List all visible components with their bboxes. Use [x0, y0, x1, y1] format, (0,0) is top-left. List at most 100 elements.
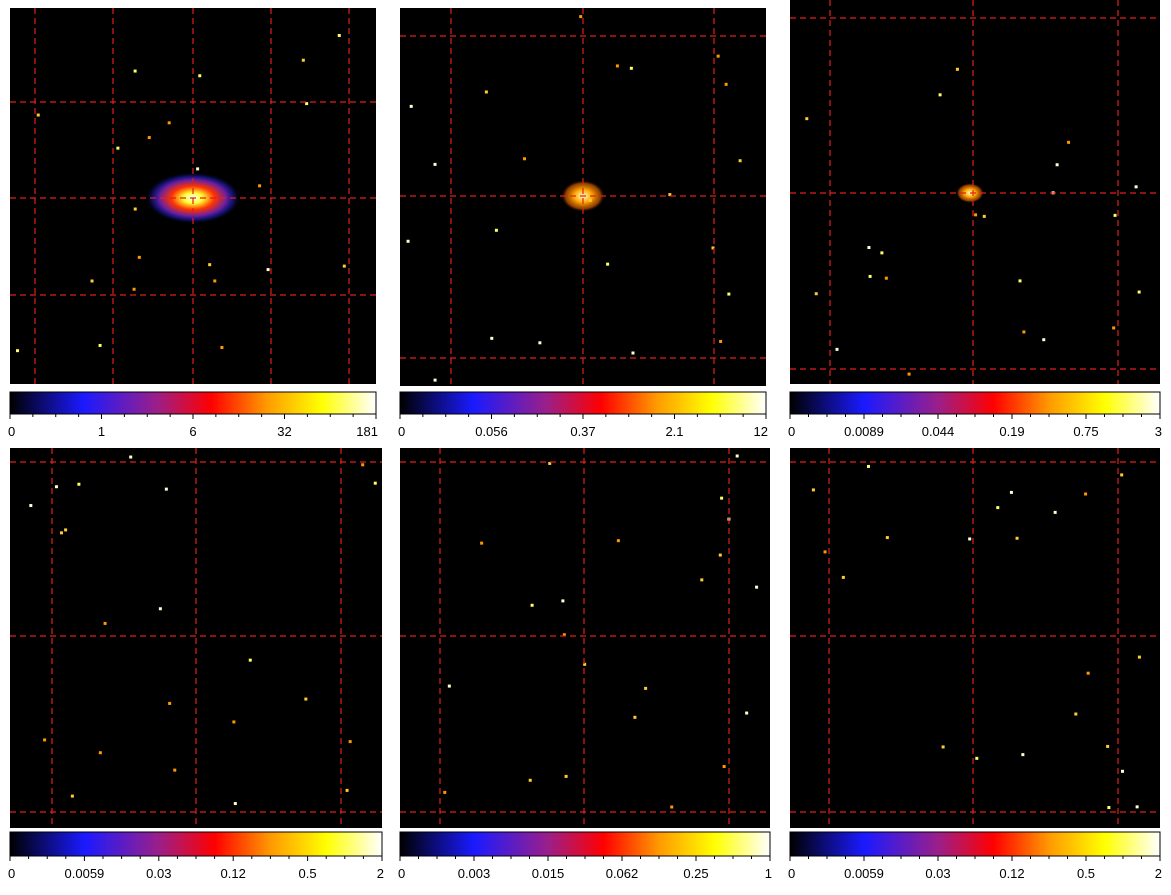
pixel [258, 184, 262, 188]
pixel [724, 82, 728, 86]
pixel [43, 738, 47, 742]
colorbar-label: 0.056 [475, 424, 508, 439]
pixel [941, 745, 945, 749]
pixel [164, 487, 168, 491]
pixel [885, 536, 889, 540]
pixel [1120, 473, 1124, 477]
colorbar-label: 0.003 [458, 866, 491, 881]
pixel [644, 686, 648, 690]
pixel [373, 481, 377, 485]
pixel [70, 794, 74, 798]
pixel [823, 550, 827, 554]
pixel [133, 207, 137, 211]
colorbar-label: 12 [754, 424, 768, 439]
pixel [579, 15, 583, 19]
pixel [1107, 806, 1111, 810]
colorbar-label: 32 [277, 424, 291, 439]
pixel [480, 541, 484, 545]
pixel [700, 578, 704, 582]
pixel [1106, 744, 1110, 748]
pixel [147, 136, 151, 140]
pixel [968, 537, 972, 541]
pixel [974, 213, 978, 217]
pixel [342, 264, 346, 268]
pixel [835, 347, 839, 351]
pixel [129, 455, 133, 459]
pixel [841, 575, 845, 579]
pixel [133, 69, 137, 73]
colorbar-label: 2 [377, 866, 384, 881]
pixel [633, 715, 637, 719]
pixel [248, 658, 252, 662]
pixel [738, 159, 742, 163]
pixel [337, 33, 341, 37]
pixel [348, 740, 352, 744]
pixel [938, 93, 942, 97]
pixel [1113, 213, 1117, 217]
pixel [564, 774, 568, 778]
colorbar-label: 0.5 [1077, 866, 1095, 881]
pixel [64, 528, 68, 532]
pixel [54, 485, 58, 489]
pixel [345, 788, 349, 792]
pixel [975, 756, 979, 760]
pixel [720, 496, 724, 500]
colorbar-label: 0 [398, 866, 405, 881]
pixel [588, 198, 592, 202]
pixel [755, 585, 759, 589]
pixel [1137, 290, 1141, 294]
panel: 0 0.0059 0.03 0.12 0.5 2 [788, 448, 1162, 881]
pixel [718, 553, 722, 557]
pixel [1074, 712, 1078, 716]
colorbar [399, 391, 767, 415]
pixel [868, 274, 872, 278]
pixel [982, 214, 986, 218]
colorbar-label: 0.12 [221, 866, 246, 881]
pixel [1135, 805, 1139, 809]
pixel [77, 482, 81, 486]
panel: 0 0.003 0.015 0.062 0.25 1 [398, 448, 772, 881]
image [400, 448, 770, 828]
pixel [233, 802, 237, 806]
pixel [1067, 140, 1071, 144]
pixel [907, 372, 911, 376]
colorbar-label: 0 [398, 424, 405, 439]
pixel [173, 768, 177, 772]
pixel [719, 339, 723, 343]
pixel [98, 751, 102, 755]
pixel [735, 454, 739, 458]
colorbar-label: 0.19 [999, 424, 1024, 439]
colorbar-label: 0.12 [999, 866, 1024, 881]
pixel [116, 146, 120, 150]
pixel [562, 633, 566, 637]
pixel [1022, 330, 1026, 334]
pixel [301, 58, 305, 62]
pixel [722, 765, 726, 769]
colorbar-label: 0 [8, 424, 15, 439]
pixel [1021, 753, 1025, 757]
colorbar-label: 2.1 [665, 424, 683, 439]
pixel [494, 228, 498, 232]
colorbar-label: 6 [189, 424, 196, 439]
pixel [232, 720, 236, 724]
pixel [561, 599, 565, 603]
pixel [668, 193, 672, 197]
colorbar-label: 0.37 [570, 424, 595, 439]
colorbar-label: 0 [788, 424, 795, 439]
pixel [16, 349, 20, 353]
panel: 0 0.0059 0.03 0.12 0.5 2 [8, 448, 384, 881]
pixel [866, 464, 870, 468]
pixel [90, 279, 94, 283]
colorbar-label: 2 [1155, 866, 1162, 881]
colorbar-label: 0.015 [532, 866, 565, 881]
pixel [484, 90, 488, 94]
pixel [304, 697, 308, 701]
pixel [1042, 338, 1046, 342]
colorbar [789, 391, 1161, 415]
pixel [198, 74, 202, 78]
colorbar-label: 0.0059 [65, 866, 105, 881]
pixel [880, 251, 884, 255]
pixel [433, 162, 437, 166]
colorbar [789, 831, 1161, 857]
pixel [305, 102, 309, 106]
